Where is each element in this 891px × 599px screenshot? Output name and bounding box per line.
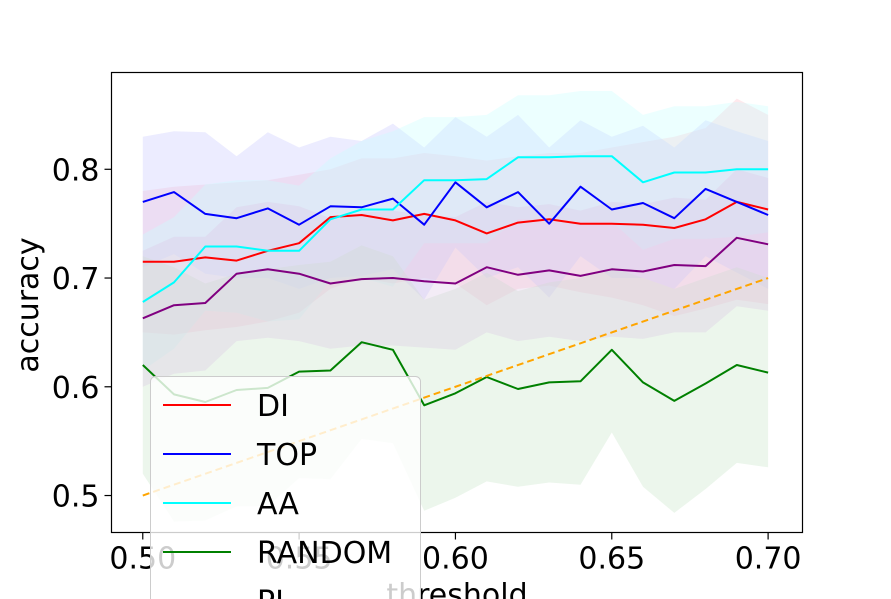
y-tick-label: 0.8 — [52, 153, 100, 188]
plot-frame — [110, 71, 804, 534]
series-line-di — [142, 200, 769, 263]
series-line-aa — [142, 155, 769, 303]
x-axis-label: threshold — [386, 578, 527, 599]
x-tick-label: 0.70 — [735, 542, 802, 577]
y-axis-ticks: 0.5 0.6 0.7 0.8 — [52, 153, 112, 515]
band-aa — [142, 91, 769, 371]
y-tick-label: 0.6 — [52, 371, 100, 406]
x-tick-label: 0.65 — [578, 542, 645, 577]
series-line-pl — [142, 236, 769, 320]
y-axis-label: accuracy — [11, 237, 46, 372]
legend-label-di: DI — [257, 389, 289, 424]
legend-label-top: TOP — [256, 438, 317, 473]
y-tick-label: 0.7 — [52, 262, 100, 297]
legend-label-pl: PL — [257, 585, 292, 599]
band-top — [142, 114, 769, 300]
series-line-top — [142, 181, 769, 226]
legend-label-random: RANDOM — [257, 536, 392, 571]
y-tick-label: 0.5 — [52, 480, 100, 515]
legend: DI TOP AA RANDOM PL — [150, 376, 421, 599]
x-tick-label: 0.60 — [422, 542, 489, 577]
legend-label-aa: AA — [257, 487, 299, 522]
band-di — [142, 98, 769, 335]
legend-box — [150, 376, 421, 599]
